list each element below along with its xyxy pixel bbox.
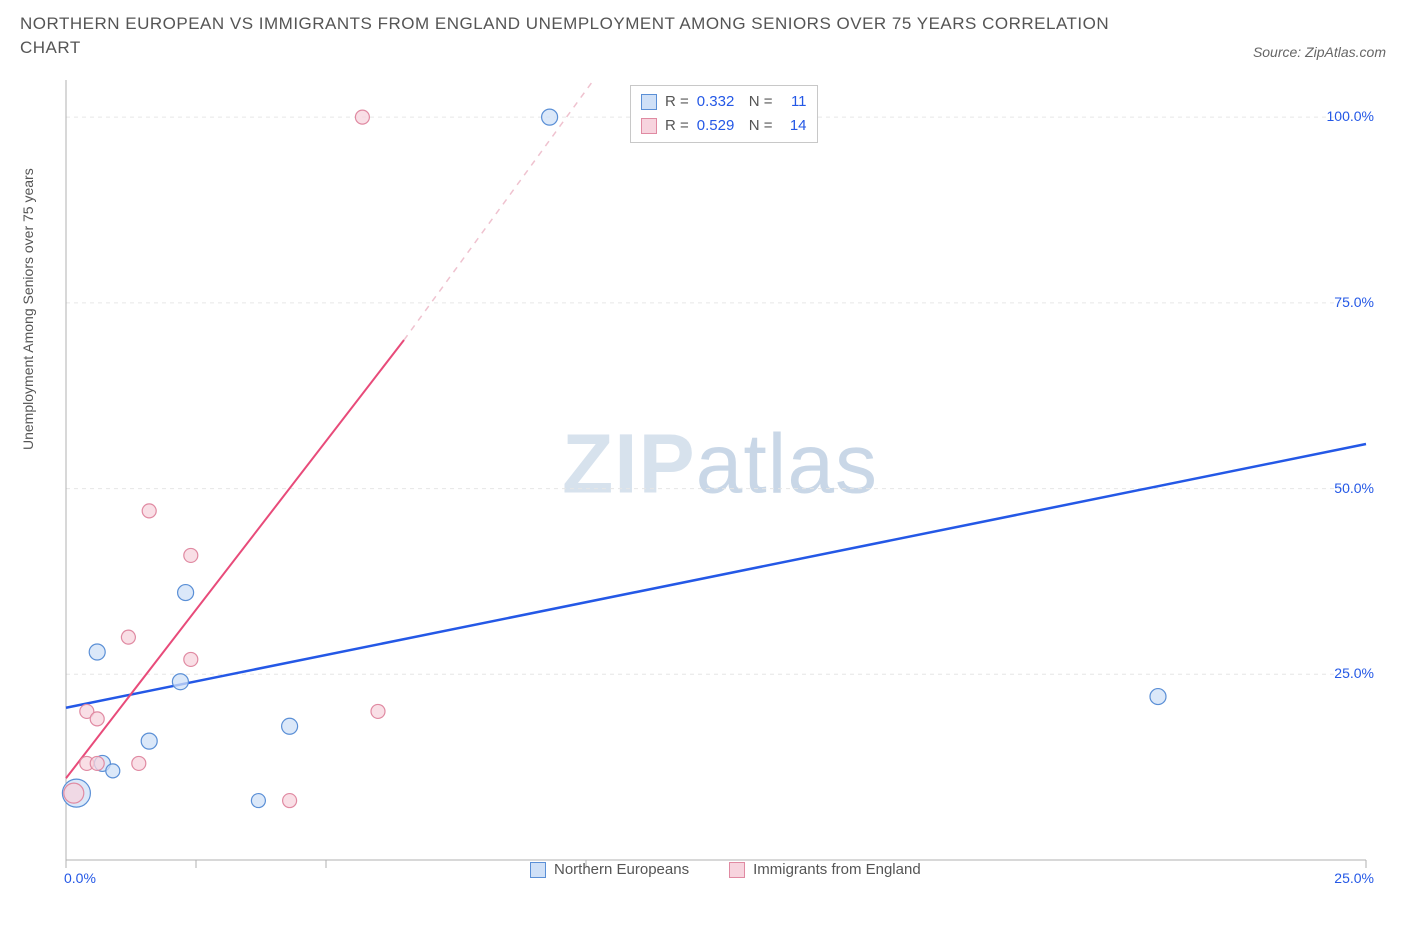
scatter-plot [60,80,1380,880]
stat-r-value: 0.529 [697,114,741,138]
stat-n-label: N = [749,114,773,138]
series-swatch [641,94,657,110]
stat-n-value: 11 [781,90,807,114]
correlation-stats-box: R = 0.332 N = 11 R = 0.529 N = 14 [630,85,818,143]
legend-item: Immigrants from England [729,861,921,878]
x-tick-label: 25.0% [1334,870,1374,886]
stat-n-label: N = [749,90,773,114]
legend-item: Northern Europeans [530,861,689,878]
series-swatch [530,862,546,878]
stats-row: R = 0.529 N = 14 [641,114,807,138]
y-tick-label: 25.0% [1334,665,1374,681]
stat-r-value: 0.332 [697,90,741,114]
chart-area: ZIPatlas R =0.332N =11R =0.529N =14 Nort… [60,80,1380,880]
series-swatch [641,118,657,134]
y-tick-label: 75.0% [1334,294,1374,310]
y-tick-label: 100.0% [1327,108,1374,124]
y-tick-label: 50.0% [1334,480,1374,496]
series-swatch [729,862,745,878]
stat-n-value: 14 [781,114,807,138]
legend-label: Northern Europeans [554,861,689,878]
chart-title: NORTHERN EUROPEAN VS IMMIGRANTS FROM ENG… [20,12,1120,60]
source-label: Source: ZipAtlas.com [1253,44,1386,60]
stat-r-label: R = [665,114,689,138]
legend-label: Immigrants from England [753,861,921,878]
y-axis-label: Unemployment Among Seniors over 75 years [20,168,36,450]
x-tick-label: 0.0% [64,870,96,886]
legend: Northern Europeans Immigrants from Englan… [530,861,921,878]
stats-row: R = 0.332 N = 11 [641,90,807,114]
stat-r-label: R = [665,90,689,114]
